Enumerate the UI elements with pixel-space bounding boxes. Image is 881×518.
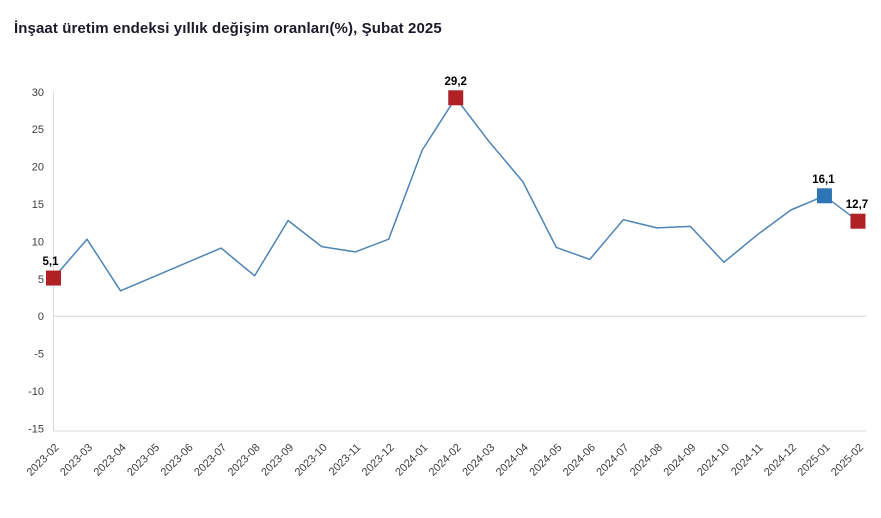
x-axis-tick-label: 2023-12: [360, 442, 397, 479]
x-axis-tick-label: 2024-09: [661, 442, 698, 479]
x-axis-tick-label: 2023-10: [293, 442, 330, 479]
data-label-2025-02: 12,7: [846, 199, 868, 211]
y-axis-tick-label: -15: [28, 423, 44, 435]
x-axis-tick-label: 2024-04: [494, 442, 531, 479]
chart-title: İnşaat üretim endeksi yıllık değişim ora…: [14, 20, 442, 37]
y-axis-tick-label: 0: [38, 311, 44, 323]
x-axis-tick-label: 2024-07: [594, 442, 631, 479]
y-axis-tick-label: 10: [32, 236, 44, 248]
data-label-2024-02: 29,2: [445, 76, 467, 88]
data-marker-2025-02: [850, 213, 866, 229]
y-axis-tick-label: -10: [28, 386, 44, 398]
x-axis-tick-label: 2024-10: [695, 442, 732, 479]
data-marker-2024-02: [448, 90, 464, 106]
x-axis-tick-label: 2024-08: [628, 442, 665, 479]
y-axis-tick-label: 15: [32, 199, 44, 211]
x-axis-tick-label: 2024-12: [762, 442, 799, 479]
x-axis-tick-label: 2024-01: [393, 442, 430, 479]
x-axis-tick-label: 2024-05: [527, 442, 564, 479]
x-axis-tick-label: 2023-09: [259, 442, 296, 479]
x-axis-tick-label: 2023-03: [58, 442, 95, 479]
trend-line: [52, 97, 859, 292]
x-axis-tick-label: 2025-02: [829, 442, 866, 479]
x-axis-tick-label: 2024-11: [729, 442, 765, 478]
x-axis-tick-label: 2025-01: [796, 442, 833, 479]
y-axis-tick-label: 25: [32, 124, 44, 136]
x-axis-tick-label: 2023-05: [125, 442, 162, 479]
y-axis-tick-label: -5: [34, 349, 44, 361]
y-axis-tick-label: 20: [32, 162, 44, 174]
y-axis-tick-label: 5: [38, 274, 44, 286]
x-axis-tick-label: 2024-02: [427, 442, 464, 479]
x-axis-tick-label: 2023-06: [159, 442, 196, 479]
y-axis-tick-label: 30: [32, 87, 44, 99]
x-axis-tick-label: 2023-11: [327, 442, 363, 478]
x-axis-tick-label: 2023-04: [92, 442, 129, 479]
data-marker-2023-02: [46, 270, 61, 286]
x-axis-tick-label: 2024-06: [561, 442, 598, 479]
data-label-2023-02: 5,1: [43, 256, 60, 268]
x-axis-tick-label: 2023-02: [25, 442, 62, 479]
data-label-2025-01: 16,1: [812, 174, 835, 186]
x-axis-tick-label: 2023-07: [192, 442, 229, 479]
x-axis-tick-label: 2024-03: [460, 442, 497, 479]
x-axis-tick-label: 2023-08: [226, 442, 263, 479]
data-marker-2025-01: [816, 188, 832, 204]
